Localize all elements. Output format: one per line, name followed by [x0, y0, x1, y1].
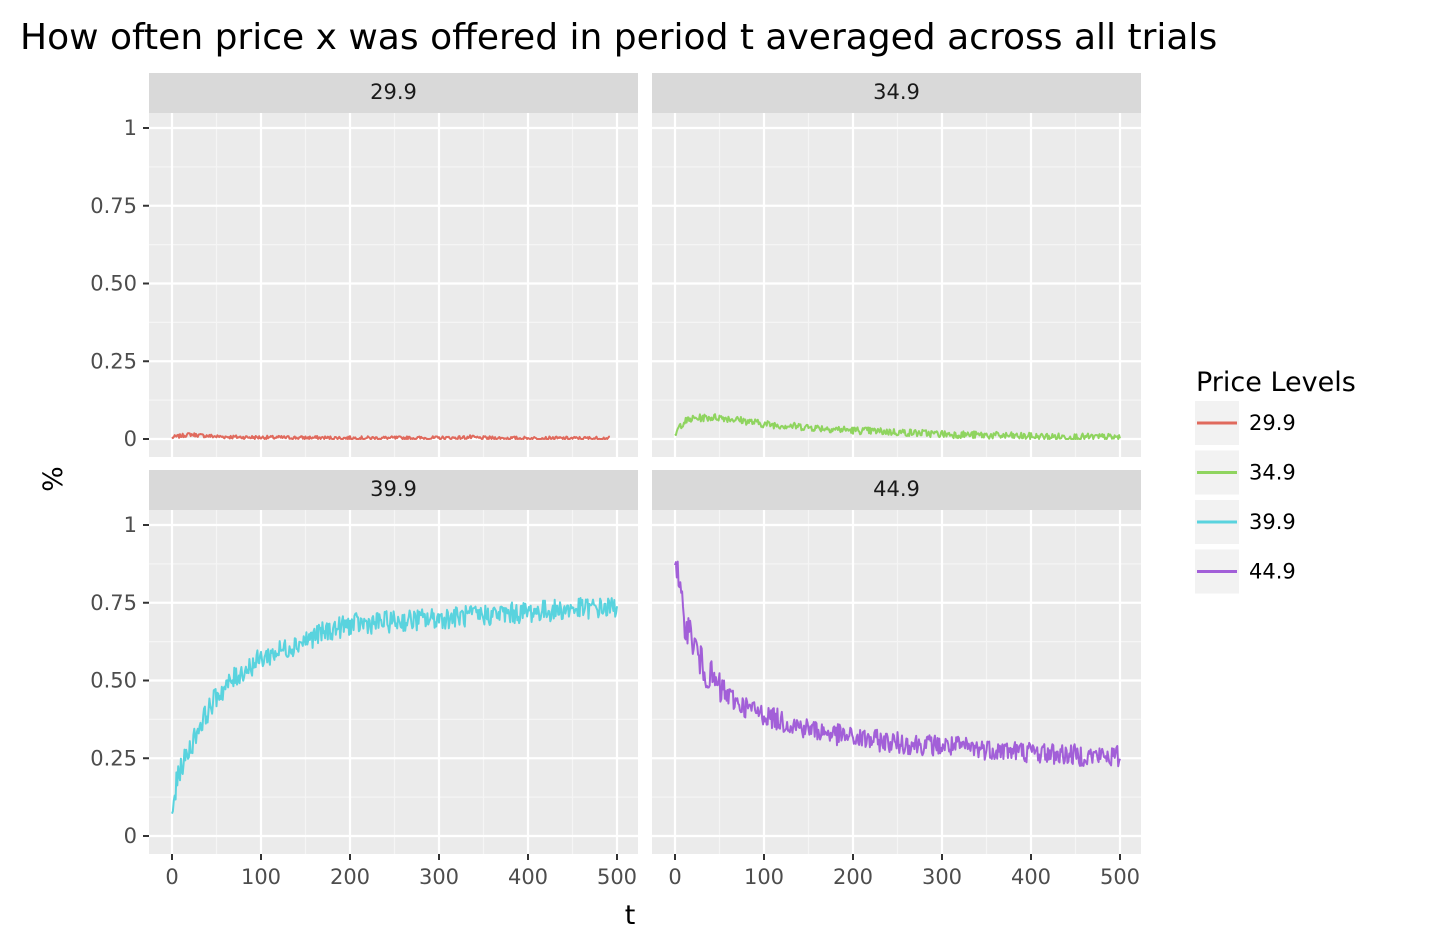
x-tick-label: 500: [1100, 865, 1140, 889]
panel-background: [652, 113, 1141, 457]
x-tick-label: 0: [668, 865, 681, 889]
x-tick-label: 100: [744, 865, 784, 889]
y-tick-label: 0: [124, 824, 137, 848]
facet-strip: [652, 470, 1141, 510]
y-tick-label: 0.75: [90, 194, 137, 218]
facet-strip-label: 34.9: [873, 80, 920, 104]
x-tick-label: 300: [922, 865, 962, 889]
y-axis-title: %: [38, 466, 69, 492]
legend-item-39.9: 39.9: [1195, 500, 1296, 544]
legend-item-44.9: 44.9: [1195, 549, 1296, 594]
facet-panel-39.9: 39.9 0 0.25 0.50 0.75 1 0 100 200 300 400 500: [90, 470, 638, 889]
legend-label: 39.9: [1249, 510, 1296, 534]
legend-label: 44.9: [1249, 560, 1296, 584]
x-tick-label: 100: [241, 865, 281, 889]
facet-strip: [149, 470, 638, 510]
chart-title: How often price x was offered in period …: [20, 17, 1217, 58]
facet-strip: [652, 73, 1141, 113]
x-tick-label: 500: [597, 865, 637, 889]
x-tick-label: 400: [1011, 865, 1051, 889]
y-tick-label: 0.50: [90, 669, 137, 693]
x-tick-label: 200: [330, 865, 370, 889]
y-tick-label: 1: [124, 513, 137, 537]
facet-strip-label: 39.9: [370, 477, 417, 501]
legend-items: 29.9 34.9 39.9 44.9: [1195, 401, 1296, 594]
x-tick-label: 200: [833, 865, 873, 889]
facet-strip-label: 29.9: [370, 80, 417, 104]
y-tick-label: 1: [124, 116, 137, 140]
x-tick-label: 0: [165, 865, 178, 889]
facet-strip: [149, 73, 638, 113]
facet-panels: 29.9 0 0.25 0.50 0.75 1 34.9 39.9 0 0.25 0.50 0.75 1…: [90, 73, 1141, 889]
y-tick-label: 0: [124, 427, 137, 451]
y-tick-label: 0.75: [90, 591, 137, 615]
panel-background: [652, 510, 1141, 854]
legend-title: Price Levels: [1196, 367, 1356, 398]
x-tick-label: 400: [508, 865, 548, 889]
legend-label: 34.9: [1249, 461, 1296, 485]
x-tick-label: 300: [419, 865, 459, 889]
panel-background: [149, 113, 638, 457]
facet-strip-label: 44.9: [873, 477, 920, 501]
series-line-34.9: [674, 413, 1121, 440]
facet-panel-34.9: 34.9: [652, 73, 1141, 457]
legend-label: 29.9: [1249, 411, 1296, 435]
y-tick-label: 0.25: [90, 349, 137, 373]
legend: Price Levels 29.9 34.9 39.9 44.9: [1195, 367, 1356, 594]
y-tick-label: 0.25: [90, 746, 137, 770]
facet-panel-44.9: 44.9 0 100 200 300 400 500: [652, 470, 1141, 889]
legend-item-29.9: 29.9: [1195, 401, 1296, 445]
facet-panel-29.9: 29.9 0 0.25 0.50 0.75 1: [90, 73, 638, 457]
y-tick-label: 0.50: [90, 272, 137, 296]
legend-item-34.9: 34.9: [1195, 450, 1296, 495]
panel-background: [149, 510, 638, 854]
series-line-39.9: [171, 597, 618, 814]
series-line-44.9: [674, 560, 1121, 768]
series-line-29.9: [171, 432, 611, 440]
x-axis-title: t: [625, 900, 636, 931]
